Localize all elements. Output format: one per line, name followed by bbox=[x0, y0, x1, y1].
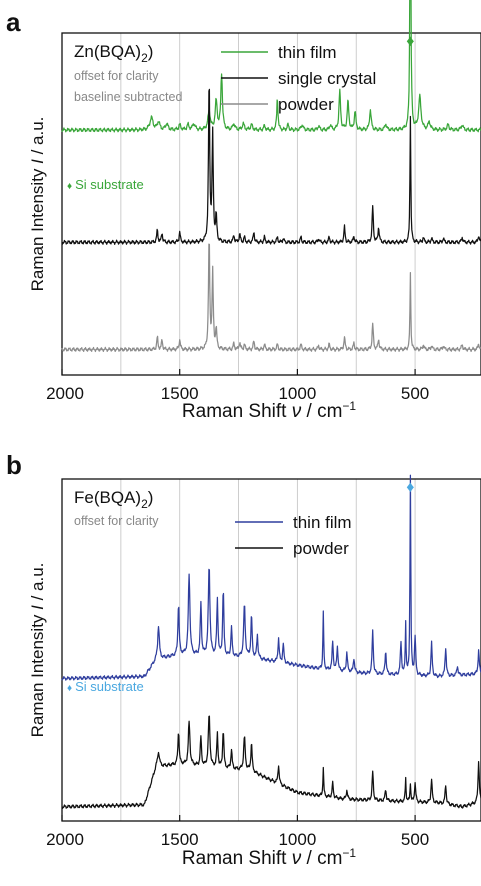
plot-frame-a bbox=[61, 32, 481, 376]
legend-label-thin-film-a: thin film bbox=[278, 43, 337, 62]
panel-label-a: a bbox=[6, 7, 21, 37]
x-tick-label-1000: 1000 bbox=[278, 384, 316, 403]
legend-b: thin film powder bbox=[235, 513, 352, 558]
x-ticks-a: 2000 1500 1000 500 bbox=[46, 369, 429, 403]
compound-title-a: Zn(BQA)2) bbox=[74, 42, 153, 65]
note-offset-b: offset for clarity bbox=[74, 514, 159, 528]
x-tick-label-1000: 1000 bbox=[278, 830, 316, 849]
legend-a: thin film single crystal powder bbox=[221, 43, 376, 114]
x-tick-label-1500: 1500 bbox=[161, 384, 199, 403]
series-group-a bbox=[61, 0, 481, 353]
series-line-thin-film-a bbox=[61, 0, 481, 133]
grid-a bbox=[120, 33, 416, 375]
compound-title-b: Fe(BQA)2) bbox=[74, 488, 153, 511]
x-tick-label-500: 500 bbox=[401, 830, 429, 849]
x-tick-label-500: 500 bbox=[401, 384, 429, 403]
x-axis-label-b: Raman Shift ν / cm−1 bbox=[182, 846, 357, 869]
grid-b bbox=[120, 479, 416, 821]
panel-b: b 2000 1500 1000 500 Fe(BQA)2) offset for c… bbox=[6, 450, 481, 869]
series-line-thin-film-b bbox=[61, 474, 481, 681]
plot-frame-b bbox=[61, 478, 481, 822]
series-line-powder-a bbox=[61, 243, 481, 353]
legend-label-thin-film-b: thin film bbox=[293, 513, 352, 532]
panel-a: a 2000 1500 1000 500 Zn(BQA)2) offset for c… bbox=[6, 0, 481, 422]
si-substrate-label-b: ♦ Si substrate bbox=[67, 679, 144, 694]
panel-label-b: b bbox=[6, 450, 22, 480]
y-axis-label-b: Raman Intensity I / a.u. bbox=[28, 563, 47, 738]
note-baseline-a: baseline subtracted bbox=[74, 90, 182, 104]
x-tick-label-1500: 1500 bbox=[161, 830, 199, 849]
x-tick-label-2000: 2000 bbox=[46, 384, 84, 403]
si-marker-diamond-b: ♦ bbox=[406, 479, 414, 496]
x-tick-label-2000: 2000 bbox=[46, 830, 84, 849]
series-group-b bbox=[61, 474, 481, 810]
legend-label-single-crystal-a: single crystal bbox=[278, 69, 376, 88]
note-offset-a: offset for clarity bbox=[74, 69, 159, 83]
x-ticks-b: 2000 1500 1000 500 bbox=[46, 815, 429, 849]
series-line-powder-b bbox=[61, 715, 481, 810]
legend-label-powder-a: powder bbox=[278, 95, 334, 114]
si-marker-diamond-a: ♦ bbox=[406, 33, 414, 50]
x-axis-label-a: Raman Shift ν / cm−1 bbox=[182, 399, 357, 422]
legend-label-powder-b: powder bbox=[293, 539, 349, 558]
y-axis-label-a: Raman Intensity I / a.u. bbox=[28, 117, 47, 292]
si-substrate-label-a: ♦ Si substrate bbox=[67, 177, 144, 192]
series-line-single-crystal-a bbox=[61, 88, 481, 245]
